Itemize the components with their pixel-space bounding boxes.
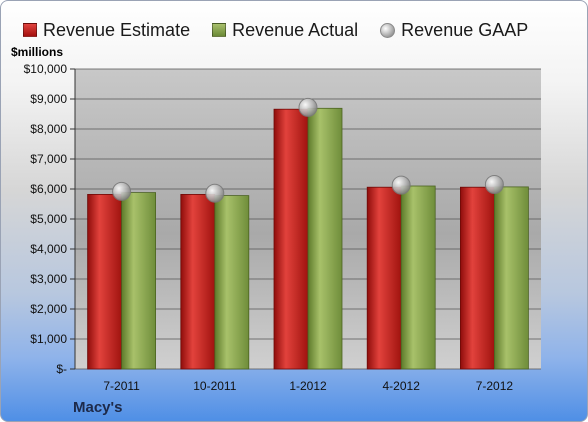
bar-revenue-estimate	[180, 193, 216, 370]
marker-revenue-gaap	[205, 183, 225, 203]
legend-label-estimate: Revenue Estimate	[43, 19, 191, 40]
bar-revenue-estimate	[366, 186, 402, 370]
y-tick-label: $9,000	[30, 92, 67, 106]
y-tick-label: $8,000	[30, 122, 67, 136]
marker-revenue-gaap	[484, 175, 504, 194]
bar-revenue-actual	[121, 192, 156, 370]
x-tick-label: 4-2012	[383, 379, 421, 393]
y-axis-ticks: $- $1,000 $2,000 $3,000 $4,000 $5,000 $6,000 $7…	[24, 62, 76, 376]
y-tick-label: $4,000	[30, 242, 67, 256]
y-tick-label: $2,000	[30, 302, 67, 316]
x-tick-label: 10-2011	[193, 379, 236, 393]
y-tick-label: $3,000	[30, 272, 67, 286]
bars	[87, 107, 529, 370]
gaap-marker-icon	[380, 22, 396, 38]
bar-revenue-actual	[214, 195, 250, 370]
legend-label-gaap: Revenue GAAP	[401, 19, 529, 40]
y-tick-label: $7,000	[30, 152, 67, 166]
bar-revenue-estimate	[273, 108, 309, 370]
bar-revenue-estimate	[459, 186, 495, 370]
marker-revenue-gaap	[112, 181, 132, 201]
bar-revenue-actual	[400, 185, 436, 370]
bar-revenue-actual	[307, 107, 343, 370]
x-tick-label: 1-2012	[289, 379, 327, 393]
actual-swatch-icon	[212, 23, 227, 37]
x-axis-ticks: 7-2011 10-2011 1-2012 4-2012 7-2012	[103, 379, 513, 393]
company-name: Macy's	[73, 399, 123, 416]
bar-revenue-actual	[493, 186, 529, 370]
x-tick-label: 7-2011	[103, 379, 140, 393]
legend-item-estimate: Revenue Estimate	[23, 20, 190, 41]
estimate-swatch-icon	[23, 23, 37, 37]
y-tick-label: $-	[56, 362, 67, 376]
bar-revenue-estimate	[87, 193, 122, 370]
y-tick-label: $10,000	[24, 62, 68, 76]
x-tick-label: 7-2012	[476, 379, 514, 393]
y-tick-label: $1,000	[30, 332, 67, 346]
legend-label-actual: Revenue Actual	[232, 19, 359, 40]
marker-revenue-gaap	[391, 175, 411, 195]
y-tick-label: $5,000	[30, 212, 67, 226]
chart-legend: Revenue Estimate Revenue Actual Revenue …	[23, 17, 528, 43]
gaap-markers	[112, 97, 504, 203]
y-tick-label: $6,000	[30, 182, 67, 196]
legend-item-gaap: Revenue GAAP	[380, 20, 528, 41]
marker-revenue-gaap	[298, 97, 318, 117]
legend-item-actual: Revenue Actual	[212, 20, 358, 41]
y-axis-units-label: $millions	[11, 45, 64, 59]
